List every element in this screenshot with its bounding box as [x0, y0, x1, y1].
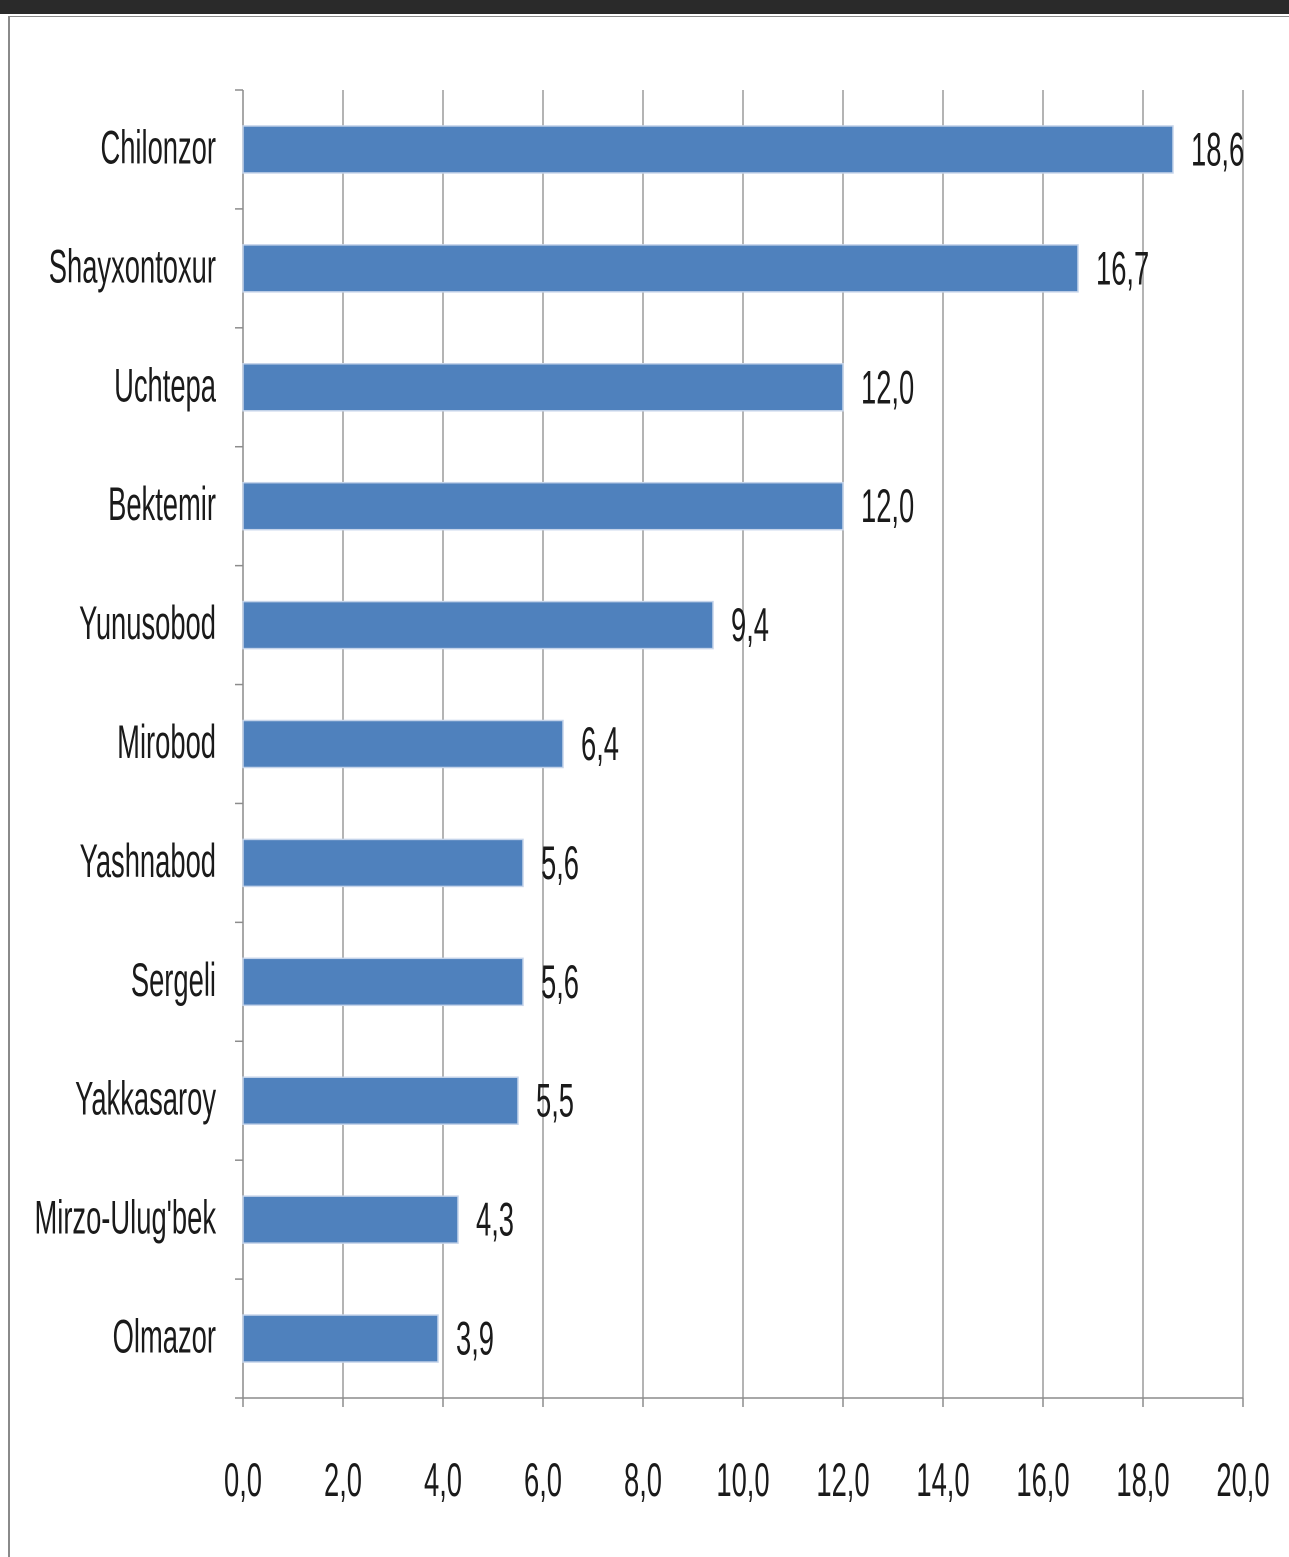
bar-1	[242, 244, 1079, 293]
data-label: 18,6	[1191, 124, 1244, 177]
data-label: 3,9	[456, 1313, 494, 1366]
data-label: 4,3	[476, 1194, 514, 1247]
data-label: 12,0	[861, 362, 914, 415]
bar-5	[242, 719, 564, 769]
data-label: 6,4	[581, 718, 619, 771]
category-label: Uchtepa	[114, 360, 216, 413]
data-label: 16,7	[1096, 243, 1149, 296]
category-label: Bektemir	[108, 479, 216, 532]
bar-10	[242, 1314, 439, 1363]
x-tick-label: 18,0	[1116, 1454, 1169, 1507]
category-label: Sergeli	[131, 954, 216, 1007]
category-label: Yakkasaroy	[75, 1073, 216, 1126]
category-label: Yunusobod	[79, 597, 216, 650]
category-label: Mirzo-Ulug'bek	[34, 1192, 216, 1245]
x-tick-label: 12,0	[816, 1454, 869, 1507]
bar-8	[242, 1076, 519, 1125]
x-tick-label: 14,0	[916, 1454, 969, 1507]
x-tick-label: 4,0	[424, 1454, 462, 1507]
data-label: 12,0	[861, 481, 914, 534]
x-tick-label: 16,0	[1016, 1454, 1069, 1507]
data-label: 9,4	[731, 599, 769, 652]
category-label: Yashnabod	[80, 835, 216, 888]
x-tick-label: 0,0	[224, 1454, 262, 1507]
data-label: 5,5	[536, 1075, 574, 1128]
x-tick-label: 6,0	[524, 1454, 562, 1507]
category-label: Olmazor	[113, 1311, 216, 1364]
x-tick-label: 20,0	[1216, 1454, 1269, 1507]
category-label: Mirobod	[117, 716, 216, 769]
data-label: 5,6	[541, 837, 579, 890]
category-label: Shayxontoxur	[49, 241, 216, 294]
bar-6	[242, 838, 524, 888]
bar-9	[242, 1195, 459, 1244]
bar-4	[242, 600, 714, 650]
bar-0	[242, 125, 1174, 174]
bar-3	[242, 481, 844, 531]
category-label: Chilonzor	[100, 122, 216, 175]
x-tick-label: 10,0	[716, 1454, 769, 1507]
bar-7	[242, 957, 524, 1007]
data-label: 5,6	[541, 956, 579, 1009]
x-tick-label: 8,0	[624, 1454, 662, 1507]
top-border-band	[0, 0, 1289, 14]
bar-2	[242, 363, 844, 412]
x-tick-label: 2,0	[324, 1454, 362, 1507]
